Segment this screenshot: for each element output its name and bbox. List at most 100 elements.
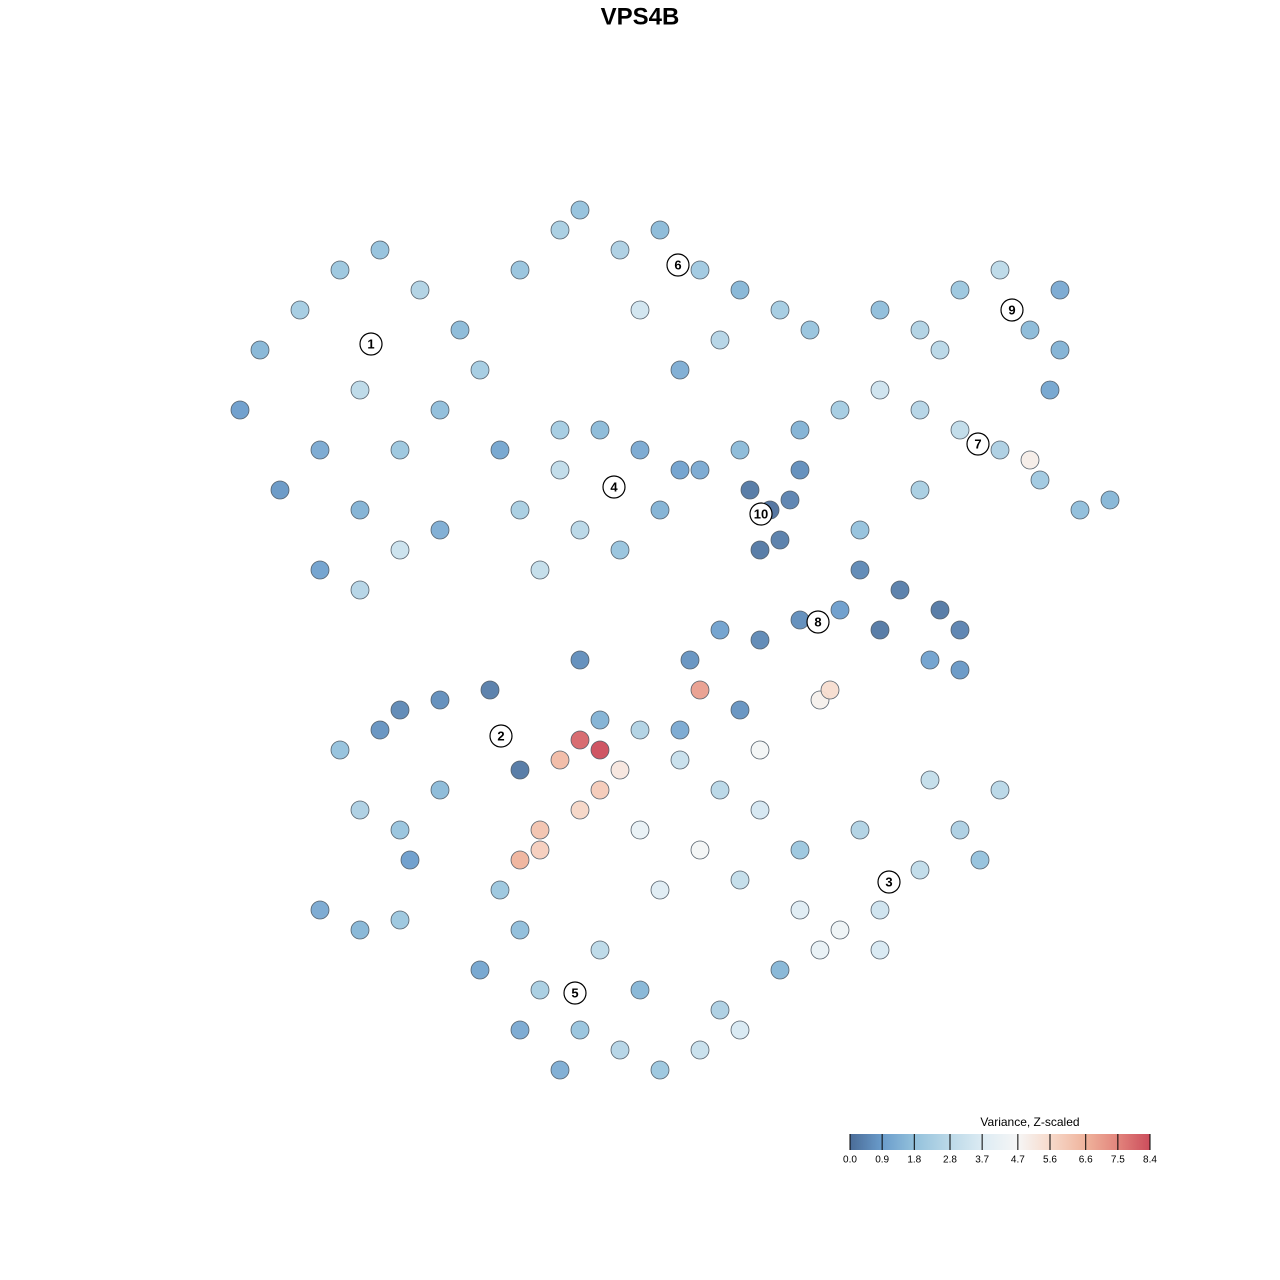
point [990, 780, 1010, 800]
point [430, 520, 450, 540]
point [590, 710, 610, 730]
point [310, 440, 330, 460]
point [910, 480, 930, 500]
point [830, 400, 850, 420]
point [790, 420, 810, 440]
point [710, 1000, 730, 1020]
point [390, 540, 410, 560]
colorbar-ticks: 0.0 0.9 1.8 2.8 3.7 4.7 5.6 6.6 7.5 8.4 [843, 1134, 1157, 1166]
point [510, 500, 530, 520]
colorbar-tick-label: 0.0 [843, 1155, 857, 1166]
point [290, 300, 310, 320]
colorbar-tick-label: 8.4 [1143, 1155, 1157, 1166]
point [570, 800, 590, 820]
point [770, 960, 790, 980]
point [530, 980, 550, 1000]
point [710, 330, 730, 350]
cluster-marker [489, 724, 513, 748]
cluster-marker [749, 502, 773, 526]
point [570, 730, 590, 750]
point [400, 850, 420, 870]
point [920, 650, 940, 670]
points [230, 200, 1120, 1080]
point [950, 620, 970, 640]
point [610, 760, 630, 780]
colorbar-tick-label: 1.8 [907, 1155, 921, 1166]
point [750, 800, 770, 820]
point [570, 520, 590, 540]
point [470, 960, 490, 980]
point [350, 380, 370, 400]
point [650, 1060, 670, 1080]
point [710, 780, 730, 800]
chart-title: VPS4B [601, 3, 680, 30]
point [630, 980, 650, 1000]
point [350, 500, 370, 520]
cluster-marker [877, 870, 901, 894]
cluster-label: 8 [814, 614, 821, 629]
cluster-marker [563, 981, 587, 1005]
point [990, 260, 1010, 280]
point [780, 490, 800, 510]
point [270, 480, 290, 500]
point [820, 680, 840, 700]
colorbar-tick-label: 0.9 [875, 1155, 889, 1166]
point [750, 540, 770, 560]
point [490, 440, 510, 460]
point [930, 600, 950, 620]
point [1030, 470, 1050, 490]
point [970, 850, 990, 870]
point [730, 700, 750, 720]
point [410, 280, 430, 300]
cluster-marker [806, 610, 830, 634]
cluster-labels: 1 6 9 7 4 10 8 2 3 5 [359, 253, 1024, 1005]
point [750, 630, 770, 650]
point [630, 440, 650, 460]
cluster-label: 2 [497, 728, 504, 743]
point [370, 240, 390, 260]
point [790, 460, 810, 480]
point [910, 320, 930, 340]
point [730, 870, 750, 890]
cluster-label: 1 [367, 336, 374, 351]
point [1050, 280, 1070, 300]
point [310, 900, 330, 920]
point [550, 460, 570, 480]
point [430, 400, 450, 420]
point [750, 740, 770, 760]
point [830, 920, 850, 940]
point [950, 420, 970, 440]
point [770, 530, 790, 550]
point [370, 720, 390, 740]
point [650, 220, 670, 240]
point [670, 460, 690, 480]
point [330, 260, 350, 280]
colorbar-title: Variance, Z-scaled [980, 1115, 1079, 1129]
point [550, 1060, 570, 1080]
point [610, 240, 630, 260]
point [530, 820, 550, 840]
point [480, 680, 500, 700]
point [570, 200, 590, 220]
point [630, 820, 650, 840]
point [770, 300, 790, 320]
point [850, 520, 870, 540]
point [730, 440, 750, 460]
point [950, 820, 970, 840]
colorbar-tick-label: 2.8 [943, 1155, 957, 1166]
cluster-label: 4 [610, 479, 618, 494]
point [930, 340, 950, 360]
point [390, 700, 410, 720]
point [330, 740, 350, 760]
point [890, 580, 910, 600]
cluster-marker [359, 332, 383, 356]
colorbar [850, 1134, 1150, 1150]
point [830, 600, 850, 620]
point [590, 940, 610, 960]
point [910, 400, 930, 420]
point [590, 420, 610, 440]
point [730, 1020, 750, 1040]
cluster-label: 6 [674, 257, 681, 272]
point [530, 560, 550, 580]
point [870, 300, 890, 320]
